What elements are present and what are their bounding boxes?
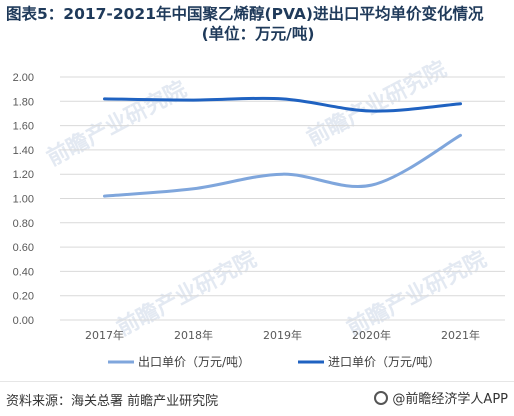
y-tick-label: 0.40 bbox=[13, 266, 34, 278]
brand-credit-text: @前瞻经济学人APP bbox=[392, 392, 508, 407]
source-note: 资料来源：海关总署 前瞻产业研究院 bbox=[6, 394, 219, 409]
y-tick-label: 1.00 bbox=[13, 194, 34, 206]
chart-title-line1: 图表5：2017-2021年中国聚乙烯醇(PVA)进出口平均单价变化情况 bbox=[6, 5, 484, 23]
y-tick-label: 0.20 bbox=[13, 291, 34, 303]
y-tick-label: 2.00 bbox=[13, 72, 34, 84]
x-tick-label: 2017年 bbox=[85, 328, 124, 342]
y-tick-label: 0.00 bbox=[13, 315, 34, 327]
legend-label: 进口单价（万元/吨） bbox=[328, 355, 440, 369]
y-tick-label: 1.20 bbox=[13, 169, 34, 181]
brand-credit: @前瞻经济学人APP bbox=[374, 388, 508, 407]
watermark-text: 前瞻产业研究院 bbox=[43, 76, 191, 171]
x-tick-label: 2020年 bbox=[352, 328, 391, 342]
brand-logo-icon bbox=[374, 390, 389, 405]
legend-label: 出口单价（万元/吨） bbox=[138, 355, 250, 369]
footer: 资料来源：海关总署 前瞻产业研究院 @前瞻经济学人APP bbox=[0, 381, 514, 416]
x-tick-label: 2021年 bbox=[441, 328, 480, 342]
y-tick-label: 1.80 bbox=[13, 96, 34, 108]
series-line-export bbox=[103, 133, 462, 198]
y-tick-label: 1.40 bbox=[13, 145, 34, 157]
watermark-text: 前瞻产业研究院 bbox=[343, 246, 491, 341]
chart-title: 图表5：2017-2021年中国聚乙烯醇(PVA)进出口平均单价变化情况 (单位… bbox=[6, 4, 510, 44]
chart-title-line2: (单位：万元/吨) bbox=[201, 25, 315, 43]
watermark-text: 前瞻产业研究院 bbox=[113, 246, 261, 341]
x-tick-label: 2019年 bbox=[263, 328, 302, 342]
series-line-import bbox=[103, 96, 462, 113]
y-tick-label: 1.60 bbox=[13, 121, 34, 133]
y-tick-label: 0.80 bbox=[13, 218, 34, 230]
y-tick-label: 0.60 bbox=[13, 242, 34, 254]
x-tick-label: 2018年 bbox=[174, 328, 213, 342]
